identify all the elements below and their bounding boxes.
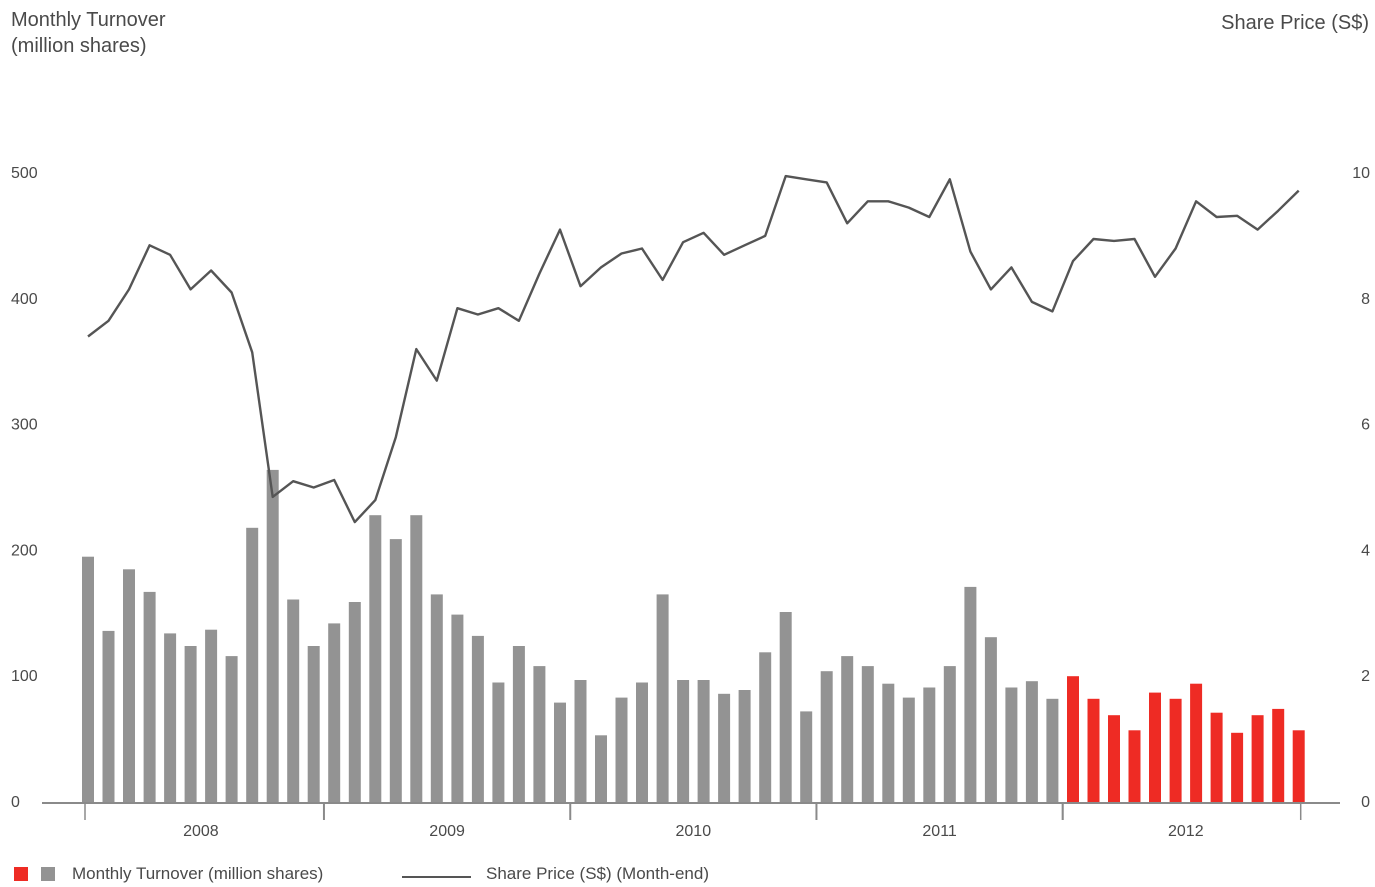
turnover-bar (1149, 692, 1161, 802)
left-axis-tick-label: 200 (11, 542, 38, 559)
turnover-bar (246, 527, 259, 802)
turnover-bar (615, 697, 628, 802)
year-label: 2011 (922, 823, 957, 840)
turnover-bar (1169, 698, 1182, 802)
left-axis-tick-label: 100 (11, 668, 38, 685)
left-axis-title: Monthly Turnover (million shares) (11, 7, 271, 59)
turnover-bar (554, 702, 566, 802)
turnover-bar (1046, 698, 1059, 802)
turnover-bar (1231, 732, 1244, 802)
turnover-bar (410, 515, 423, 802)
right-axis-tick-label: 8 (1361, 291, 1370, 308)
turnover-bar (430, 594, 443, 802)
right-axis-title: Share Price (S$) (1221, 12, 1369, 34)
left-axis-tick-label: 500 (11, 165, 38, 182)
turnover-bar (1067, 676, 1079, 802)
turnover-bar (389, 539, 402, 802)
right-axis-tick-label: 0 (1361, 794, 1370, 811)
year-label: 2010 (676, 823, 712, 840)
turnover-bar (225, 656, 238, 802)
turnover-bar (595, 735, 607, 802)
turnover-bar (1005, 687, 1018, 802)
turnover-bar (882, 683, 895, 802)
turnover-bar (656, 594, 669, 802)
turnover-bar (902, 697, 915, 802)
turnover-bar (266, 469, 279, 802)
turnover-bar (287, 599, 300, 802)
turnover-bar (861, 666, 874, 802)
right-axis-tick-label: 10 (1352, 165, 1370, 182)
left-axis-title-line2: (million shares) (11, 35, 147, 57)
turnover-bar (964, 586, 977, 802)
turnover-bar (636, 682, 648, 802)
turnover-bar (841, 656, 854, 802)
turnover-bar (1251, 715, 1264, 802)
turnover-bar (512, 646, 525, 802)
year-label: 2009 (429, 823, 465, 840)
legend-turnover-label: Monthly Turnover (million shares) (72, 864, 324, 883)
turnover-bar (779, 612, 792, 802)
turnover-bar (471, 635, 484, 802)
left-axis-tick-label: 0 (11, 794, 20, 811)
year-label: 2008 (183, 823, 219, 840)
turnover-bar (738, 690, 751, 802)
legend-price-label: Share Price (S$) (Month-end) (486, 864, 709, 883)
turnover-bar (677, 680, 690, 802)
left-axis-tick-label: 400 (11, 291, 38, 308)
turnover-bar (164, 633, 177, 802)
turnover-bar (205, 629, 218, 802)
year-label: 2012 (1168, 823, 1204, 840)
legend: Monthly Turnover (million shares) Share … (0, 863, 1375, 887)
turnover-price-chart: 2008 2009 2010 2011 2012 0 100 200 300 400 500 0 2 4 6… (11, 165, 1370, 840)
share-price-line (87, 174, 1300, 524)
turnover-bar (82, 556, 94, 802)
turnover-bar (102, 630, 115, 802)
turnover-bar (697, 680, 710, 802)
turnover-bar (143, 591, 156, 802)
turnover-bar (1272, 708, 1285, 802)
turnover-bar (943, 666, 956, 802)
turnover-bar (759, 652, 772, 802)
right-axis-tick-label: 2 (1361, 668, 1370, 685)
turnover-bar (574, 680, 587, 802)
turnover-bar (1190, 683, 1203, 802)
turnover-bar (1025, 681, 1038, 802)
legend-swatch-2012 (14, 867, 28, 881)
turnover-bar (184, 646, 197, 802)
turnover-bar (1128, 730, 1141, 802)
right-axis-tick-label: 6 (1361, 417, 1370, 434)
turnover-bar (492, 682, 505, 802)
turnover-bar (800, 711, 813, 802)
turnover-bar (328, 623, 341, 802)
turnover-bar (1292, 730, 1305, 802)
turnover-bar (984, 637, 997, 802)
turnover-bar (718, 693, 731, 802)
turnover-bar (923, 687, 936, 802)
legend-swatch-prior-years (41, 867, 55, 881)
turnover-bar (307, 646, 320, 802)
right-axis-tick-label: 4 (1361, 542, 1370, 559)
turnover-bar (1210, 712, 1223, 802)
left-axis-title-line1: Monthly Turnover (11, 9, 166, 31)
turnover-bar (820, 671, 833, 802)
turnover-bar (1087, 698, 1100, 802)
legend-price-line (402, 876, 471, 878)
left-axis-tick-label: 300 (11, 417, 38, 434)
turnover-bar (123, 569, 135, 802)
turnover-bar (369, 515, 382, 802)
turnover-bar (451, 614, 464, 802)
turnover-bar (533, 666, 546, 802)
turnover-bar (348, 602, 361, 802)
turnover-bar (1108, 715, 1120, 802)
